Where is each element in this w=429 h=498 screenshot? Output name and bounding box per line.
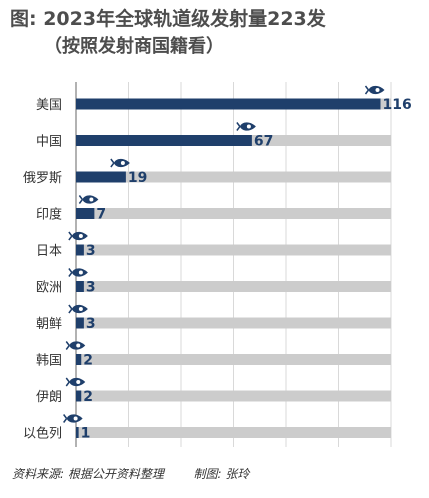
category-label: 欧洲 [36, 281, 62, 296]
bar [76, 427, 79, 438]
bar-track [76, 244, 391, 256]
rocket-icon [68, 231, 88, 241]
value-label: 67 [254, 134, 273, 150]
bar [76, 317, 84, 329]
rocket-icon [65, 377, 86, 387]
value-label: 116 [383, 97, 412, 113]
value-label: 3 [86, 316, 96, 332]
value-label: 2 [83, 353, 93, 369]
rocket-icon [110, 158, 130, 168]
bar-track [76, 354, 391, 365]
bar-track [76, 171, 391, 183]
rocket-icon [68, 268, 88, 277]
category-label: 中国 [36, 135, 62, 150]
bar-track [76, 208, 391, 219]
chart-source: 资料来源: 根据公开资料整理 制图: 张玲 [12, 465, 249, 482]
bar-track [76, 390, 391, 402]
value-label: 3 [86, 280, 96, 296]
source-text: 资料来源: 根据公开资料整理 [12, 467, 164, 481]
bar [76, 281, 84, 292]
category-label: 韩国 [36, 354, 62, 369]
rocket-icon [65, 341, 86, 350]
bar [76, 208, 95, 219]
category-label: 美国 [36, 98, 62, 113]
bar [76, 98, 381, 110]
bar [76, 171, 126, 183]
chart-title: 图: 2023年全球轨道级发射量223发 [10, 8, 326, 30]
bar [76, 354, 82, 365]
rocket-icon [364, 85, 385, 95]
bar-track [76, 317, 391, 329]
rocket-icon [236, 122, 256, 131]
category-label: 朝鲜 [36, 317, 62, 332]
rocket-icon [68, 304, 88, 314]
category-label: 伊朗 [36, 390, 62, 405]
value-label: 2 [83, 389, 93, 405]
bar [76, 135, 252, 146]
value-label: 3 [86, 243, 96, 259]
bar [76, 244, 84, 256]
value-label: 19 [128, 170, 147, 186]
bar-track [76, 281, 391, 292]
category-label: 印度 [36, 207, 62, 223]
bar [76, 390, 82, 402]
made-by-text: 制图: 张玲 [193, 467, 250, 481]
category-label: 日本 [36, 244, 62, 259]
rocket-icon [78, 195, 99, 204]
chart-subtitle: （按照发射商国籍看） [44, 36, 224, 57]
rocket-icon [63, 414, 83, 423]
value-label: 7 [96, 207, 106, 223]
category-label: 俄罗斯 [23, 171, 62, 186]
category-label: 以色列 [23, 426, 62, 442]
bar-track [76, 427, 391, 438]
value-label: 1 [81, 426, 91, 442]
